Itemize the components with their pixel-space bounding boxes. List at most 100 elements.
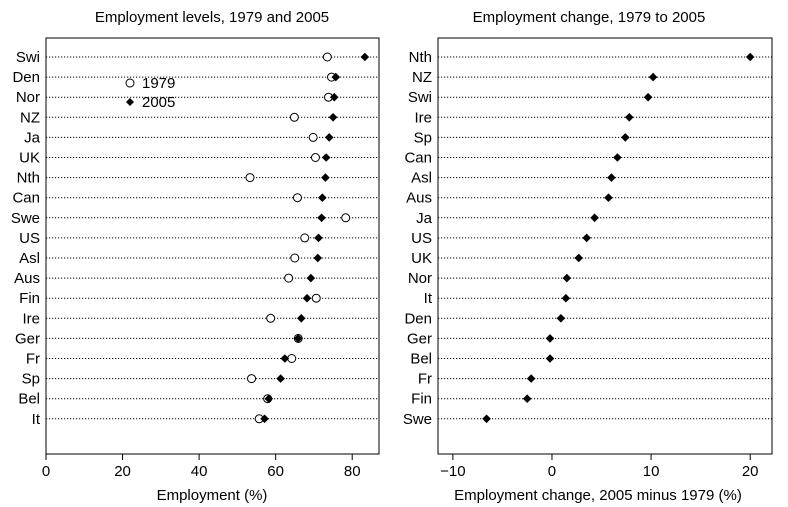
left-x-tick-label: 20 [114, 463, 131, 480]
right-point-change-asl [607, 173, 616, 182]
right-category-labels: Nth NZ Swi Ire Sp Can Asl Aus Ja US UK Nor It Den Ger B… [403, 49, 433, 428]
left-point-1979-uk [310, 153, 320, 162]
left-category-label-it: It [32, 411, 41, 428]
right-data-marks [482, 52, 755, 424]
right-point-change-us [582, 233, 591, 243]
left-point-2005-uk [321, 153, 331, 162]
left-point-2005-it [260, 414, 269, 424]
right-category-label-nz: NZ [412, 69, 432, 86]
left-point-1979-ire [266, 313, 276, 323]
right-chart-title: Employment change, 1979 to 2005 [473, 9, 706, 26]
right-category-label-us: US [411, 230, 432, 247]
right-category-label-can: Can [404, 150, 432, 167]
left-point-1979-fin [311, 293, 321, 303]
left-x-tick-label: 80 [344, 463, 361, 480]
left-data-marks [245, 52, 370, 424]
left-point-2005-den [331, 72, 341, 82]
left-category-label-den: Den [12, 69, 40, 86]
left-category-label-ger: Ger [15, 330, 40, 347]
right-category-label-asl: Asl [411, 170, 432, 187]
right-category-label-it: It [424, 290, 433, 307]
left-point-1979-can [292, 193, 302, 203]
left-plot-frame [45, 37, 380, 455]
right-x-axis-label: Employment change, 2005 minus 1979 (%) [454, 487, 742, 504]
left-category-label-ja: Ja [24, 129, 41, 146]
right-category-label-ja: Ja [416, 210, 433, 227]
legend-label-2005: 2005 [142, 94, 175, 111]
left-point-2005-fr [280, 354, 290, 363]
left-point-2005-nz [328, 113, 338, 122]
right-category-label-nth: Nth [409, 49, 432, 66]
right-category-label-swi: Swi [408, 89, 432, 106]
left-x-tick-label: 0 [42, 463, 50, 480]
right-point-change-ger [545, 334, 555, 343]
right-category-label-ger: Ger [407, 330, 432, 347]
left-category-label-swi: Swi [16, 49, 40, 66]
left-chart-title: Employment levels, 1979 and 2005 [95, 9, 329, 26]
right-point-change-bel [545, 354, 555, 363]
right-category-label-sp: Sp [414, 129, 432, 146]
left-point-1979-swi [322, 52, 332, 62]
right-category-label-aus: Aus [406, 190, 432, 207]
right-x-ticks: −10 0 10 20 [440, 454, 759, 480]
legend-marker-1979 [125, 78, 135, 88]
left-category-label-us: US [19, 230, 40, 247]
left-point-2005-nor [329, 92, 339, 102]
left-category-label-fr: Fr [26, 351, 40, 368]
left-category-label-aus: Aus [14, 270, 40, 287]
right-point-change-nz [648, 72, 658, 82]
left-x-tick-label: 40 [191, 463, 208, 480]
legend-marker-2005 [126, 98, 134, 106]
left-category-label-nor: Nor [16, 89, 40, 106]
left-point-2005-ger [293, 334, 303, 343]
right-x-tick-label: −10 [440, 463, 465, 480]
right-point-change-fr [526, 374, 536, 383]
right-point-change-aus [604, 193, 613, 202]
left-category-labels: Swi Den Nor NZ Ja UK Nth Can Swe US Asl Aus Fin Ire Ge… [11, 49, 41, 428]
right-panel: Employment change, 1979 to 2005 Nth NZ Swi… [403, 9, 773, 504]
left-category-label-uk: UK [19, 150, 40, 167]
right-dotted-guides [438, 56, 772, 420]
left-point-2005-ire [297, 314, 306, 323]
left-category-label-nz: NZ [20, 109, 40, 126]
left-x-axis-label: Employment (%) [157, 487, 268, 504]
right-point-change-nth [745, 52, 755, 62]
legend: 1979 2005 [125, 75, 175, 111]
right-category-label-nor: Nor [408, 270, 432, 287]
left-point-2005-nth [321, 173, 330, 182]
left-point-2005-sp [276, 374, 285, 383]
left-point-1979-swe [341, 213, 351, 223]
right-point-change-sp [621, 133, 630, 142]
left-point-2005-swe [317, 213, 326, 223]
left-panel: Employment levels, 1979 and 2005 Swi Den N… [11, 9, 380, 504]
right-plot-frame [437, 37, 773, 455]
left-point-1979-ja [308, 132, 318, 142]
right-category-label-swe: Swe [403, 411, 432, 428]
right-category-label-fin: Fin [411, 391, 432, 408]
right-x-tick-label: 20 [742, 463, 759, 480]
left-category-label-sp: Sp [22, 371, 40, 388]
left-x-tick-label: 60 [267, 463, 284, 480]
left-point-1979-us [300, 233, 310, 243]
right-point-change-nor [562, 273, 572, 283]
right-point-change-den [556, 314, 566, 323]
right-point-change-swe [482, 414, 491, 424]
left-category-label-asl: Asl [19, 250, 40, 267]
right-point-change-swi [643, 92, 653, 102]
left-point-1979-aus [284, 273, 294, 283]
right-point-change-uk [574, 253, 584, 263]
right-x-tick-label: 0 [548, 463, 556, 480]
left-category-label-swe: Swe [11, 210, 40, 227]
left-category-label-ire: Ire [22, 310, 40, 327]
left-point-2005-bel [264, 394, 274, 403]
right-category-label-uk: UK [411, 250, 432, 267]
left-x-ticks: 0 20 40 60 80 [42, 454, 361, 480]
right-point-change-ja [590, 213, 599, 223]
left-category-label-nth: Nth [17, 170, 40, 187]
left-point-1979-nth [245, 173, 255, 183]
right-category-label-den: Den [404, 310, 432, 327]
left-category-label-bel: Bel [18, 391, 40, 408]
left-point-2005-us [314, 233, 323, 243]
right-category-label-bel: Bel [410, 351, 432, 368]
left-point-2005-fin [302, 293, 312, 303]
